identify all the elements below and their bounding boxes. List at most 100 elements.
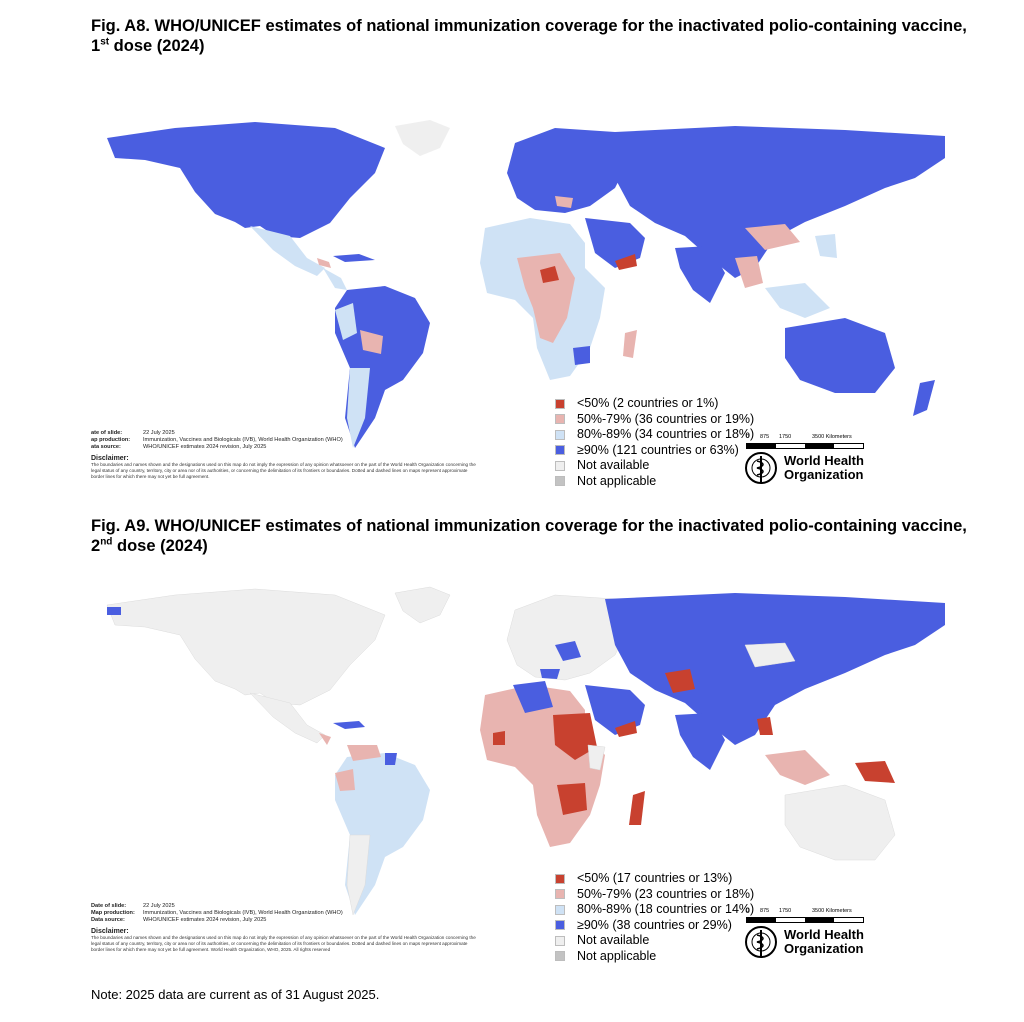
map-region	[745, 224, 800, 250]
map-region	[507, 128, 630, 213]
map-a8-metadata: ate of slide: 22 July 2025 ap production:…	[91, 430, 481, 480]
map-region	[480, 685, 605, 847]
map-region	[317, 258, 331, 268]
world-map-a8	[107, 120, 945, 448]
legend-swatch-not-applicable	[555, 951, 565, 962]
map-region	[629, 791, 645, 825]
map-region	[333, 721, 365, 729]
who-emblem-icon	[745, 926, 777, 958]
who-logo-line1: World Health	[784, 927, 864, 942]
map-region	[335, 769, 355, 791]
map-region	[573, 346, 590, 365]
map-region	[785, 318, 895, 393]
map-region	[585, 218, 645, 268]
legend-label: 50%-79% (23 countries or 18%)	[577, 886, 755, 901]
legend-item: 80%-89% (18 countries or 14%)	[555, 902, 754, 918]
legend-swatch-not-available	[555, 460, 565, 471]
legend-swatch-ge90	[555, 920, 565, 931]
legend-swatch-80-89	[555, 429, 565, 440]
scale-label: 875	[760, 434, 770, 440]
who-logo-line2: Organization	[784, 941, 864, 956]
figure-a8-title: Fig. A8. WHO/UNICEF estimates of nationa…	[91, 17, 967, 55]
legend-label: 80%-89% (34 countries or 18%)	[577, 427, 755, 441]
disclaimer-text: The boundaries and names shown and the d…	[91, 935, 476, 952]
who-logo-a8: World Health Organization	[744, 451, 864, 485]
meta-value: WHO/UNICEF estimates 2024 revision, July…	[143, 444, 267, 450]
legend-item: Not available	[555, 933, 754, 949]
map-region	[346, 834, 371, 916]
map-region	[347, 745, 381, 761]
map-region	[675, 246, 725, 303]
legend-label: 50%-79% (36 countries or 19%)	[577, 411, 755, 426]
world-map-a9	[106, 586, 945, 916]
disclaimer-heading: Disclaimer:	[91, 455, 129, 462]
map-region	[333, 254, 375, 262]
map-region	[615, 721, 637, 737]
meta-value: 22 July 2025	[143, 430, 175, 436]
scale-bar-graphic	[746, 443, 864, 449]
meta-label: Data source:	[91, 917, 125, 923]
figure-a9-title: Fig. A9. WHO/UNICEF estimates of nationa…	[91, 517, 967, 555]
legend-item: <50% (2 countries or 1%)	[555, 396, 754, 412]
legend-item: 80%-89% (34 countries or 18%)	[555, 427, 754, 443]
legend-item: Not available	[555, 458, 754, 474]
scale-label: 3500 Kilometers	[812, 908, 852, 914]
scale-label: 0	[746, 908, 750, 914]
legend-item: 50%-79% (36 countries or 19%)	[555, 412, 754, 428]
legend-label: ≥90% (121 countries or 63%)	[577, 442, 739, 457]
map-region	[513, 681, 553, 713]
legend-item: ≥90% (121 countries or 63%)	[555, 443, 754, 459]
meta-value: Immunization, Vaccines and Biologicals (…	[143, 910, 343, 916]
map-region	[665, 669, 695, 693]
map-region	[557, 783, 587, 815]
legend-label: Not available	[577, 933, 650, 947]
meta-label: Map production:	[91, 910, 135, 916]
map-region	[623, 330, 637, 358]
map-region	[765, 750, 830, 785]
map-region	[765, 283, 830, 318]
map-region	[107, 607, 121, 615]
scale-bar-a9: 0 875 1750 3500 Kilometers	[746, 908, 864, 923]
map-region	[249, 692, 326, 744]
map-region	[540, 266, 559, 283]
meta-label: Date of slide:	[91, 903, 127, 909]
legend-item: <50% (17 countries or 13%)	[555, 871, 754, 887]
legend-a9: <50% (17 countries or 13%) 50%-79% (23 c…	[555, 871, 754, 964]
map-region	[493, 731, 505, 745]
who-logo-line2: Organization	[784, 467, 864, 482]
map-region	[555, 196, 573, 208]
who-logo-line1: World Health	[784, 453, 864, 468]
meta-value: Immunization, Vaccines and Biologicals (…	[143, 437, 343, 443]
map-region	[744, 642, 796, 668]
map-region	[615, 126, 945, 278]
scale-bar-a8: 0 875 1750 3500 Kilometers	[746, 434, 864, 449]
meta-label: ata source:	[91, 444, 121, 450]
footnote: Note: 2025 data are current as of 31 Aug…	[91, 987, 380, 1002]
map-region	[585, 685, 645, 735]
who-emblem-icon	[745, 452, 777, 484]
legend-item: ≥90% (38 countries or 29%)	[555, 918, 754, 934]
map-region	[555, 641, 581, 661]
map-a8: ate of slide: 22 July 2025 ap production:…	[85, 118, 960, 488]
map-region	[784, 784, 896, 861]
legend-swatch-80-89	[555, 904, 565, 915]
map-region	[540, 669, 560, 679]
scale-label: 3500 Kilometers	[812, 434, 852, 440]
map-region	[506, 594, 631, 681]
legend-swatch-50-79	[555, 414, 565, 425]
legend-label: <50% (2 countries or 1%)	[577, 396, 719, 410]
map-region	[913, 380, 935, 416]
map-region	[347, 368, 370, 448]
disclaimer-text: The boundaries and names shown and the d…	[91, 462, 476, 479]
scale-label: 1750	[779, 908, 792, 914]
map-a9: Date of slide: 22 July 2025 Map productio…	[85, 585, 960, 955]
map-region	[107, 122, 385, 238]
legend-label: 80%-89% (18 countries or 14%)	[577, 902, 755, 916]
who-logo-a9: World Health Organization	[744, 925, 864, 959]
legend-swatch-not-applicable	[555, 476, 565, 487]
meta-label: ap production:	[91, 437, 131, 443]
legend-label: Not available	[577, 458, 650, 472]
disclaimer-heading: Disclaimer:	[91, 928, 129, 935]
map-region	[323, 268, 347, 290]
map-region	[360, 330, 383, 354]
